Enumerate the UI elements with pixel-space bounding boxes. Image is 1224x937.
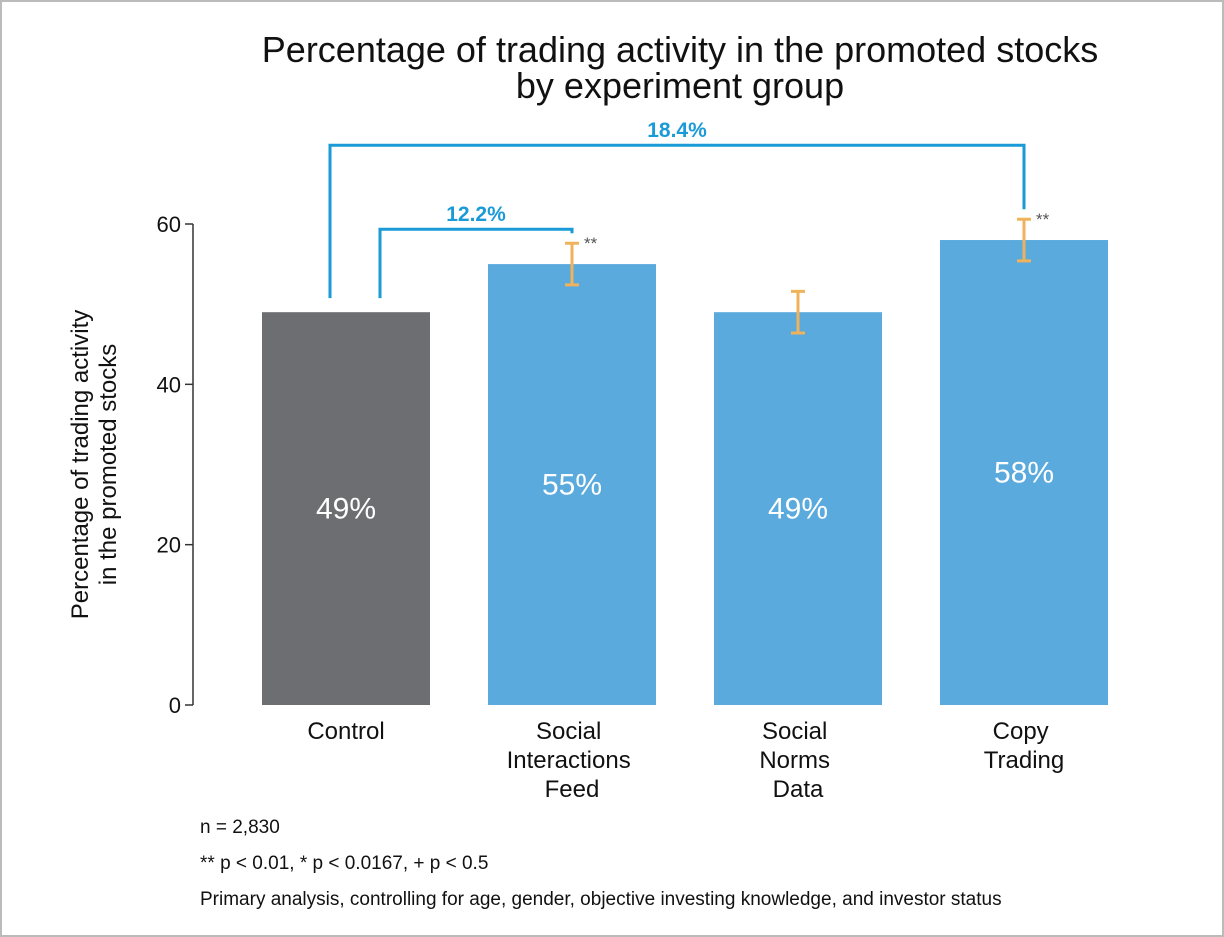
comparison-label: 12.2% [446, 203, 506, 226]
value-label: 49% [316, 493, 376, 526]
significance: ** [1036, 210, 1050, 229]
footnote: Primary analysis, controlling for age, g… [200, 889, 1002, 910]
error-bar [565, 241, 579, 287]
y-tick-label: 0 [169, 693, 181, 718]
x-tick-label: Social Interactions Feed [507, 718, 638, 803]
bar [714, 312, 882, 705]
chart-title: Percentage of trading activity in the pr… [262, 29, 1098, 70]
x-tick-label: Copy Trading [984, 718, 1064, 774]
y-axis-label: in the promoted stocks [95, 344, 122, 585]
value-label: 55% [542, 469, 602, 502]
bar [488, 264, 656, 705]
comparison-bracket [328, 143, 1026, 299]
value-label: 58% [994, 457, 1054, 490]
y-tick-label: 20 [157, 533, 181, 558]
y-axis-label: Percentage of trading activity [67, 310, 94, 620]
comparison-bracket [378, 227, 574, 299]
x-tick-label: Control [307, 718, 384, 745]
y-tick-label: 60 [157, 212, 181, 237]
error-bar [791, 289, 805, 335]
chart-title: by experiment group [516, 65, 844, 106]
x-tick-label: Social Norms Data [759, 718, 836, 803]
value-label: 49% [768, 493, 828, 526]
footnote: ** p < 0.01, * p < 0.0167, + p < 0.5 [200, 853, 488, 874]
footnote: n = 2,830 [200, 817, 280, 838]
comparison-label: 18.4% [647, 119, 707, 142]
bar [262, 312, 430, 705]
bar [940, 240, 1108, 706]
significance: ** [584, 234, 598, 253]
y-tick-label: 40 [157, 372, 181, 397]
error-bar [1017, 217, 1031, 263]
